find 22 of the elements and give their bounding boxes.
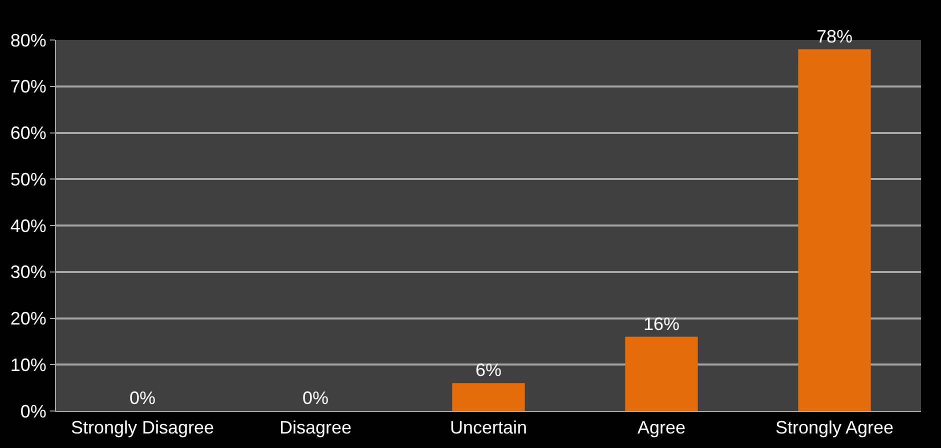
x-tick-label: Uncertain bbox=[450, 418, 528, 438]
y-tick-label: 10% bbox=[10, 354, 46, 375]
x-tick-label: Disagree bbox=[279, 418, 352, 438]
y-tick-label: 70% bbox=[10, 76, 46, 97]
data-label: 0% bbox=[129, 388, 156, 408]
y-tick-label: 30% bbox=[10, 262, 46, 282]
y-tick-label: 0% bbox=[20, 401, 46, 422]
data-label: 0% bbox=[302, 388, 329, 408]
y-tick-label: 50% bbox=[10, 169, 46, 190]
y-tick-label: 60% bbox=[10, 123, 46, 144]
y-tick-label: 20% bbox=[10, 308, 46, 329]
data-label: 6% bbox=[475, 360, 502, 380]
data-label: 16% bbox=[643, 314, 680, 334]
y-tick-label: 80% bbox=[10, 30, 46, 50]
data-label: 78% bbox=[816, 26, 853, 46]
x-tick-label: Strongly Disagree bbox=[70, 418, 214, 438]
x-tick-label: Agree bbox=[637, 418, 686, 438]
bar bbox=[452, 383, 525, 411]
y-tick-label: 40% bbox=[10, 216, 46, 236]
bar bbox=[625, 336, 698, 411]
bar bbox=[798, 49, 871, 411]
x-tick-label: Strongly Agree bbox=[775, 418, 894, 438]
